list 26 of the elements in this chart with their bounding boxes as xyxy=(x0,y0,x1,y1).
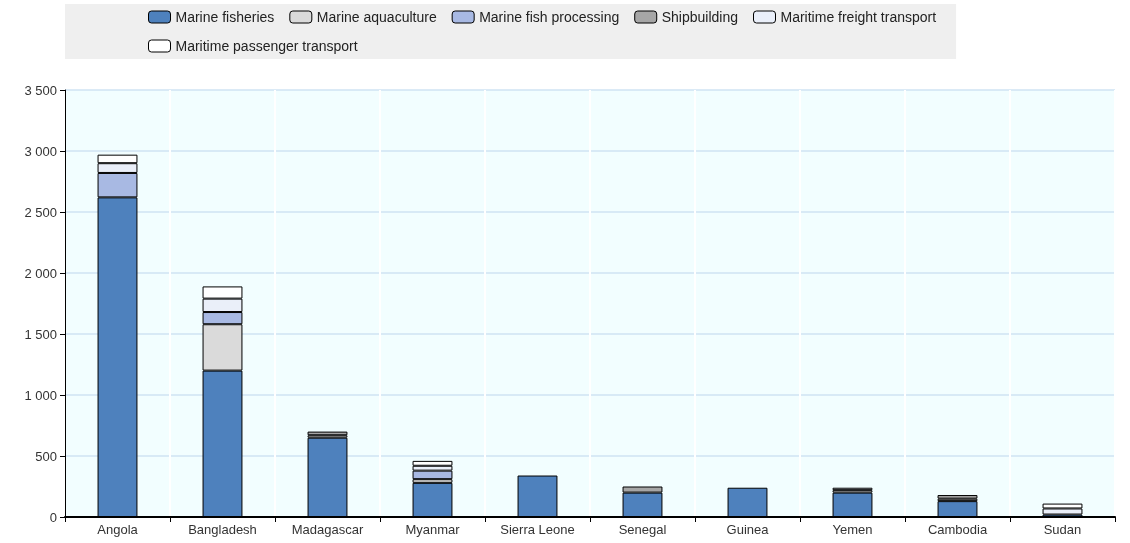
bar xyxy=(307,431,348,436)
x-tick-label: Sudan xyxy=(1043,522,1082,537)
y-tick-label: 2 500 xyxy=(24,204,57,220)
legend-label: Maritime freight transport xyxy=(780,9,937,25)
x-tick-label: Angola xyxy=(97,522,139,537)
x-tick-label: Bangladesh xyxy=(188,522,257,537)
y-tick-label: 1 000 xyxy=(24,387,57,403)
x-tick-label: Yemen xyxy=(832,522,873,537)
x-tick-label: Myanmar xyxy=(405,522,461,537)
legend-label: Shipbuilding xyxy=(661,9,739,25)
y-tick-label: 500 xyxy=(35,448,57,464)
y-tick-label: 3 000 xyxy=(24,143,57,159)
legend-label: Marine fisheries xyxy=(175,9,275,25)
y-tick-label: 2 000 xyxy=(24,265,57,281)
y-tick-label: 3 500 xyxy=(24,82,57,98)
x-tick-label: Sierra Leone xyxy=(500,522,575,537)
x-tick-label: Madagascar xyxy=(291,522,364,537)
x-tick-label: Senegal xyxy=(618,522,667,537)
x-tick-label: Cambodia xyxy=(927,522,988,537)
y-tick-label: 1 500 xyxy=(24,326,57,342)
legend-label: Marine fish processing xyxy=(479,9,620,25)
y-tick-label: 0 xyxy=(49,509,57,525)
x-tick-label: Guinea xyxy=(726,522,770,537)
bar xyxy=(412,470,453,480)
legend-label: Maritime passenger transport xyxy=(175,38,358,54)
legend-label: Marine aquaculture xyxy=(316,9,437,25)
